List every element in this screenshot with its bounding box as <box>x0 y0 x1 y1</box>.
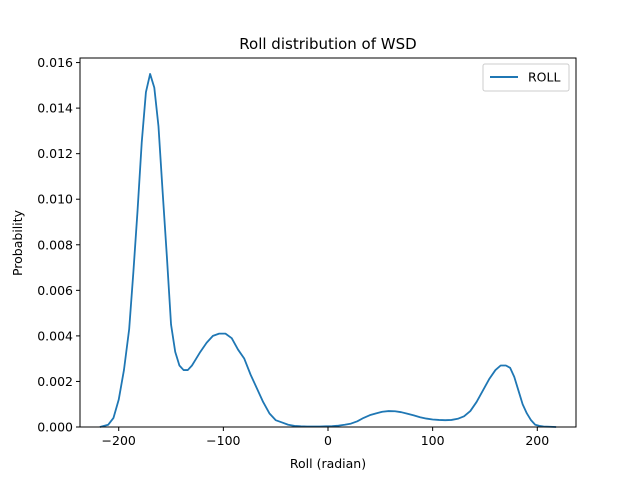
y-tick-label: 0.008 <box>37 237 73 252</box>
y-tick-label: 0.012 <box>37 146 73 161</box>
y-tick-label: 0.002 <box>37 374 73 389</box>
y-tick-label: 0.006 <box>37 283 73 298</box>
y-tick-label: 0.000 <box>37 420 73 435</box>
legend: ROLL <box>482 63 570 92</box>
legend-label-roll: ROLL <box>528 70 560 85</box>
y-tick-label: 0.014 <box>37 101 73 116</box>
y-tick-label: 0.010 <box>37 192 73 207</box>
x-tick-label: −100 <box>206 433 240 448</box>
x-tick-label: 200 <box>525 433 549 448</box>
plot-area: −200 −100 0 100 200 0.000 0.002 0.004 0.006 0.008… <box>37 55 577 448</box>
x-axis-label: Roll (radian) <box>290 456 366 471</box>
chart-title: Roll distribution of WSD <box>239 35 416 53</box>
x-tick-label: 100 <box>421 433 445 448</box>
axes-frame <box>79 57 577 428</box>
y-tick-label: 0.016 <box>37 55 73 70</box>
y-tick-label: 0.004 <box>37 328 73 343</box>
legend-box <box>482 63 570 92</box>
x-tick-label: −200 <box>102 433 136 448</box>
series-line-roll <box>99 73 557 428</box>
x-tick-label: 0 <box>324 433 332 448</box>
y-axis-label: Probability <box>10 209 25 276</box>
